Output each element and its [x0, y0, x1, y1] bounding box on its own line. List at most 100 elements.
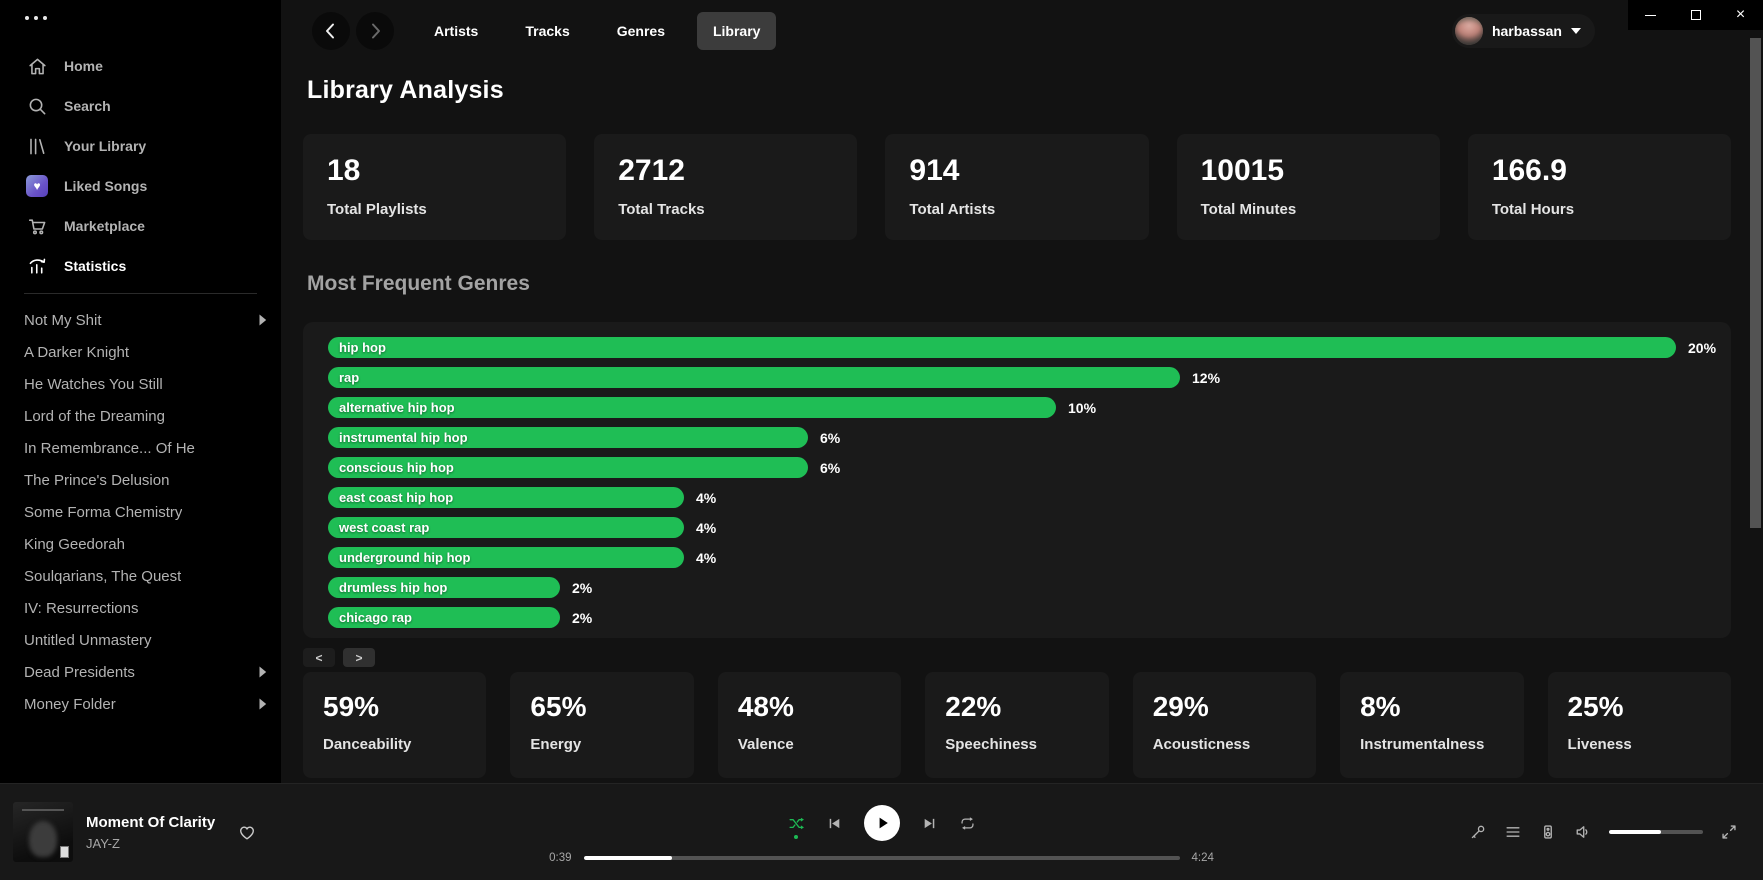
- lyrics-mic-icon[interactable]: [1469, 823, 1487, 841]
- feature-value: 48%: [737, 691, 794, 722]
- feature-label: Valence: [737, 736, 794, 753]
- sidebar: Home Search Your Library ♥ Liked Songs Market…: [0, 0, 281, 783]
- sidebar-item-label: Search: [64, 98, 111, 114]
- play-button[interactable]: [863, 805, 900, 841]
- sidebar-item-statistics[interactable]: Statistics: [0, 246, 281, 286]
- stat-value: 18: [327, 154, 361, 187]
- sidebar-playlists: Not My Shit A Darker Knight He Watches You…: [0, 304, 281, 720]
- seek-bar[interactable]: [583, 856, 1180, 860]
- sidebar-item-label: Liked Songs: [64, 178, 148, 194]
- playlist-item-iv-resurrections[interactable]: IV: Resurrections: [0, 592, 281, 624]
- pager-prev-button[interactable]: <: [303, 648, 335, 667]
- playlist-name: IV: Resurrections: [24, 599, 139, 617]
- playlist-item-in-remembrance-of-he[interactable]: In Remembrance... Of He: [0, 432, 281, 464]
- fullscreen-icon[interactable]: [1720, 823, 1738, 841]
- playlist-item-untitled-unmastery[interactable]: Untitled Unmastery: [0, 624, 281, 656]
- feature-label: Danceability: [323, 736, 412, 753]
- window-close-button[interactable]: ×: [1718, 0, 1763, 30]
- feature-card-danceability: 59% Danceability: [303, 672, 487, 778]
- playlist-name: In Remembrance... Of He: [24, 439, 195, 457]
- queue-icon[interactable]: [1504, 823, 1522, 841]
- playlist-item-not-my-shit[interactable]: Not My Shit: [0, 304, 281, 336]
- app-menu-ellipsis-icon[interactable]: [0, 0, 281, 20]
- genre-bar: chicago rap: [328, 607, 560, 628]
- feature-card-speechiness: 22% Speechiness: [925, 672, 1109, 778]
- playlist-item-he-watches-you-still[interactable]: He Watches You Still: [0, 368, 281, 400]
- shuffle-button[interactable]: [788, 815, 805, 832]
- sidebar-item-label: Statistics: [64, 258, 127, 274]
- genre-bar-label: conscious hip hop: [339, 460, 454, 475]
- playlist-item-a-darker-knight[interactable]: A Darker Knight: [0, 336, 281, 368]
- playlist-item-some-forma-chemistry[interactable]: Some Forma Chemistry: [0, 496, 281, 528]
- playlist-item-king-geedorah[interactable]: King Geedorah: [0, 528, 281, 560]
- sidebar-item-liked-songs[interactable]: ♥ Liked Songs: [0, 166, 281, 206]
- player-bar: Moment Of Clarity JAY-Z: [0, 783, 1763, 880]
- sidebar-item-home[interactable]: Home: [0, 46, 281, 86]
- avatar: [1454, 17, 1483, 45]
- genre-bar-value: 20%: [1688, 339, 1717, 356]
- seek-bar-fill: [583, 856, 672, 860]
- now-playing: Moment Of Clarity JAY-Z: [13, 784, 257, 880]
- shuffle-icon: [788, 817, 804, 829]
- previous-track-button[interactable]: [827, 816, 842, 831]
- genre-bar-value: 4%: [696, 489, 717, 506]
- repeat-button[interactable]: [959, 815, 976, 832]
- genre-bar-label: chicago rap: [339, 610, 412, 625]
- feature-label: Energy: [530, 736, 582, 753]
- track-title[interactable]: Moment Of Clarity: [86, 813, 216, 831]
- genre-bar: instrumental hip hop: [328, 427, 808, 448]
- feature-card-acousticness: 29% Acousticness: [1132, 672, 1317, 778]
- stat-value: 166.9: [1491, 154, 1567, 187]
- volume-slider[interactable]: [1609, 830, 1703, 834]
- feature-card-energy: 65% Energy: [510, 672, 694, 778]
- stat-card-total-playlists: 18 Total Playlists: [303, 134, 567, 240]
- like-track-button[interactable]: [237, 822, 257, 842]
- heart-outline-icon: [240, 826, 255, 840]
- chevron-right-icon: [259, 666, 267, 678]
- playlist-item-soulqarians-the-quest[interactable]: Soulqarians, The Quest: [0, 560, 281, 592]
- feature-value: 22%: [945, 691, 1002, 722]
- sidebar-item-search[interactable]: Search: [0, 86, 281, 126]
- tab-library[interactable]: Library: [696, 12, 777, 50]
- connect-device-icon[interactable]: [1539, 823, 1557, 841]
- feature-value: 8%: [1360, 691, 1401, 722]
- genre-bar-value: 4%: [696, 549, 717, 566]
- tab-artists[interactable]: Artists: [434, 23, 479, 39]
- sidebar-item-marketplace[interactable]: Marketplace: [0, 206, 281, 246]
- volume-icon[interactable]: [1574, 823, 1592, 841]
- stat-card-total-hours: 166.9 Total Hours: [1467, 134, 1732, 240]
- repeat-icon: [960, 816, 974, 830]
- stat-label: Total Tracks: [618, 201, 705, 218]
- main-content: Artists Tracks Genres Library harbassan Lib…: [281, 0, 1763, 783]
- scrollbar-thumb[interactable]: [1750, 38, 1761, 528]
- playlist-item-lord-of-the-dreaming[interactable]: Lord of the Dreaming: [0, 400, 281, 432]
- track-artist[interactable]: JAY-Z: [86, 835, 120, 851]
- tab-tracks[interactable]: Tracks: [525, 23, 570, 39]
- user-name: harbassan: [1491, 23, 1562, 39]
- stat-label: Total Playlists: [327, 201, 427, 218]
- chevron-left-icon: [326, 23, 334, 39]
- user-menu[interactable]: harbassan: [1451, 14, 1595, 48]
- genres-pager: < >: [303, 648, 1731, 667]
- playlist-item-money-folder[interactable]: Money Folder: [0, 688, 281, 720]
- playlist-item-the-prince-s-delusion[interactable]: The Prince's Delusion: [0, 464, 281, 496]
- genre-bar-value: 2%: [572, 579, 593, 596]
- tab-genres[interactable]: Genres: [616, 23, 665, 39]
- playlist-name: King Geedorah: [24, 535, 125, 553]
- window-maximize-button[interactable]: [1673, 0, 1718, 30]
- pager-next-button[interactable]: >: [343, 648, 375, 667]
- genre-bar-label: hip hop: [339, 340, 386, 355]
- genre-bar-row: rap 12%: [328, 367, 1717, 388]
- sidebar-item-your-library[interactable]: Your Library: [0, 126, 281, 166]
- genre-bar-label: rap: [339, 370, 360, 385]
- skip-next-icon: [924, 818, 934, 828]
- window-minimize-button[interactable]: [1628, 0, 1673, 30]
- playlist-item-dead-presidents[interactable]: Dead Presidents: [0, 656, 281, 688]
- nav-forward-button[interactable]: [356, 12, 394, 50]
- genre-bar-row: alternative hip hop 10%: [328, 397, 1717, 418]
- playlist-name: He Watches You Still: [24, 375, 163, 393]
- feature-value: 25%: [1567, 691, 1624, 722]
- nav-back-button[interactable]: [312, 12, 350, 50]
- genre-bar-value: 4%: [696, 519, 717, 536]
- next-track-button[interactable]: [922, 816, 937, 831]
